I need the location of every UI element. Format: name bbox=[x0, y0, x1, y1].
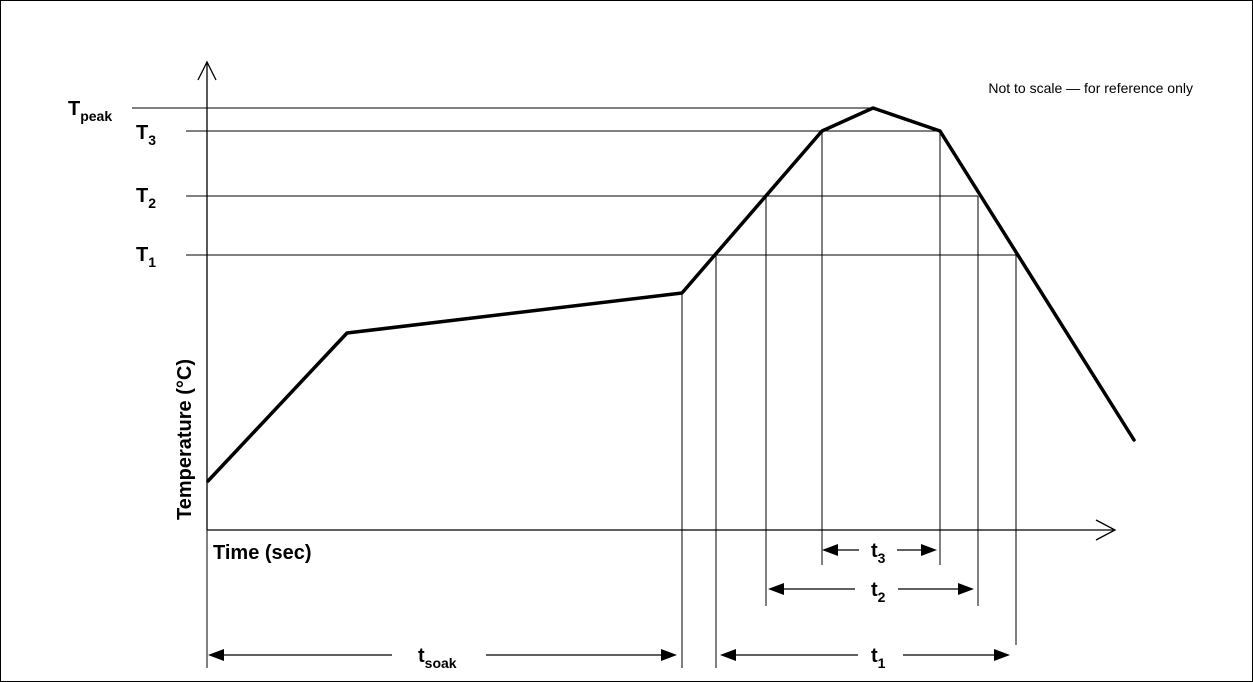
tsoak-duration-label: tsoak bbox=[418, 645, 457, 671]
t1-duration-label: t1 bbox=[871, 645, 886, 671]
temperature-profile-curve bbox=[206, 106, 1136, 483]
tsoak-arrow-right-head bbox=[661, 649, 677, 661]
tpeak-label: Tpeak bbox=[68, 98, 112, 124]
t2-arrow-right-head bbox=[958, 583, 974, 595]
x-axis-label: Time (sec) bbox=[213, 542, 312, 564]
t1-arrow-left-head bbox=[720, 649, 736, 661]
t2-label: T2 bbox=[136, 185, 156, 211]
t3-label: T3 bbox=[136, 122, 156, 148]
y-axis-arrowhead bbox=[197, 60, 217, 81]
t2-arrow-left-head bbox=[768, 583, 784, 595]
t1-arrow-right-head bbox=[994, 649, 1010, 661]
t1-level-label: T1 bbox=[136, 244, 156, 270]
x-axis-arrowhead bbox=[1095, 519, 1117, 541]
t3-duration-label: t3 bbox=[871, 540, 886, 566]
y-axis-label: Temperature (°C) bbox=[174, 359, 196, 520]
t3-arrow-right-head bbox=[921, 544, 937, 556]
not-to-scale-note: Not to scale — for reference only bbox=[988, 80, 1193, 96]
tsoak-arrow-left-head bbox=[208, 649, 224, 661]
t3-arrow-left-head bbox=[822, 544, 838, 556]
t2-duration-label: t2 bbox=[871, 579, 886, 605]
